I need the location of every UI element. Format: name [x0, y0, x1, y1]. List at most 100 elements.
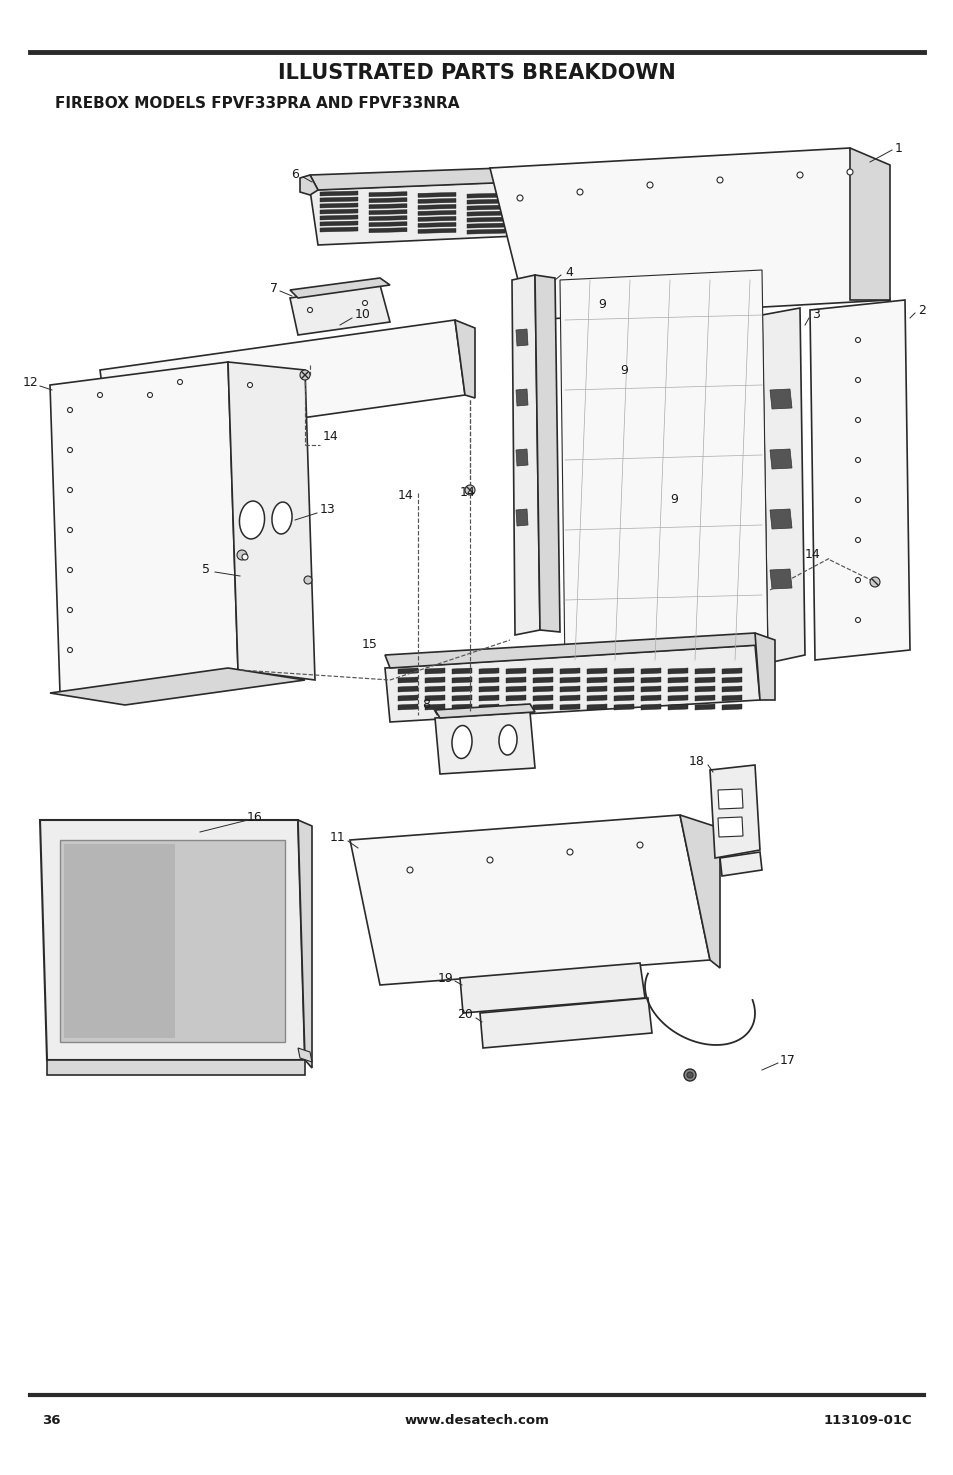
Circle shape	[855, 497, 860, 503]
Polygon shape	[310, 155, 869, 190]
Text: 2: 2	[917, 304, 925, 317]
Polygon shape	[754, 633, 774, 701]
Polygon shape	[809, 215, 847, 221]
Text: 7: 7	[270, 282, 277, 295]
Polygon shape	[424, 686, 444, 692]
Polygon shape	[640, 677, 660, 683]
Text: 10: 10	[355, 308, 371, 322]
Polygon shape	[533, 686, 553, 692]
Polygon shape	[564, 207, 602, 211]
Polygon shape	[369, 221, 407, 227]
Polygon shape	[319, 221, 357, 226]
Polygon shape	[490, 148, 889, 320]
Polygon shape	[614, 214, 651, 218]
Circle shape	[236, 550, 247, 560]
Polygon shape	[310, 168, 869, 245]
Text: 3: 3	[811, 308, 819, 322]
Polygon shape	[720, 853, 761, 876]
Polygon shape	[718, 817, 742, 836]
Text: 9: 9	[619, 363, 627, 376]
Circle shape	[637, 842, 642, 848]
Polygon shape	[711, 208, 749, 214]
Polygon shape	[467, 199, 504, 204]
Polygon shape	[478, 704, 498, 709]
Polygon shape	[397, 677, 417, 683]
Text: 8: 8	[421, 699, 430, 711]
Polygon shape	[452, 668, 472, 674]
Polygon shape	[397, 704, 417, 709]
Polygon shape	[667, 686, 687, 692]
Circle shape	[68, 407, 72, 413]
Polygon shape	[417, 211, 456, 215]
Circle shape	[796, 173, 802, 178]
Polygon shape	[640, 668, 660, 674]
Polygon shape	[760, 204, 799, 208]
Text: 5: 5	[202, 563, 210, 577]
Polygon shape	[564, 212, 602, 217]
Polygon shape	[299, 176, 317, 195]
Polygon shape	[100, 320, 464, 445]
Polygon shape	[290, 277, 390, 298]
Polygon shape	[809, 209, 847, 215]
Polygon shape	[516, 199, 554, 205]
Polygon shape	[614, 677, 634, 683]
Circle shape	[646, 181, 652, 187]
Polygon shape	[505, 704, 525, 709]
Polygon shape	[718, 789, 742, 808]
Polygon shape	[809, 299, 909, 659]
Polygon shape	[505, 695, 525, 701]
Text: 14: 14	[459, 487, 476, 500]
Polygon shape	[516, 193, 554, 199]
Polygon shape	[516, 207, 554, 211]
Polygon shape	[452, 695, 472, 701]
Polygon shape	[769, 509, 791, 530]
Circle shape	[486, 857, 493, 863]
Polygon shape	[614, 226, 651, 230]
Polygon shape	[424, 668, 444, 674]
Polygon shape	[761, 308, 804, 662]
Polygon shape	[452, 686, 472, 692]
Polygon shape	[695, 704, 714, 709]
Polygon shape	[614, 201, 651, 207]
Circle shape	[68, 648, 72, 652]
Polygon shape	[533, 695, 553, 701]
Polygon shape	[319, 198, 357, 202]
Polygon shape	[662, 196, 700, 201]
Circle shape	[362, 301, 367, 305]
Polygon shape	[614, 232, 651, 236]
Ellipse shape	[239, 502, 264, 538]
Polygon shape	[709, 766, 760, 858]
Text: 19: 19	[436, 972, 453, 984]
Circle shape	[407, 867, 413, 873]
Polygon shape	[614, 195, 651, 201]
Circle shape	[68, 568, 72, 572]
Polygon shape	[397, 686, 417, 692]
Circle shape	[855, 537, 860, 543]
Polygon shape	[319, 227, 357, 232]
Polygon shape	[397, 695, 417, 701]
Polygon shape	[516, 509, 527, 527]
Polygon shape	[809, 204, 847, 209]
Polygon shape	[614, 668, 634, 674]
Polygon shape	[559, 270, 767, 670]
Polygon shape	[662, 202, 700, 207]
Circle shape	[247, 382, 253, 388]
Circle shape	[717, 177, 722, 183]
Circle shape	[517, 195, 522, 201]
Polygon shape	[711, 214, 749, 220]
Circle shape	[68, 447, 72, 453]
Polygon shape	[667, 668, 687, 674]
Polygon shape	[516, 224, 554, 229]
Polygon shape	[505, 668, 525, 674]
Polygon shape	[369, 192, 407, 196]
Text: www.desatech.com: www.desatech.com	[404, 1413, 549, 1426]
Circle shape	[855, 457, 860, 463]
Polygon shape	[559, 677, 579, 683]
Polygon shape	[385, 645, 760, 721]
Circle shape	[97, 392, 102, 397]
Polygon shape	[478, 668, 498, 674]
Text: 15: 15	[362, 639, 377, 652]
Circle shape	[869, 577, 879, 587]
Polygon shape	[662, 232, 700, 237]
Polygon shape	[586, 668, 606, 674]
